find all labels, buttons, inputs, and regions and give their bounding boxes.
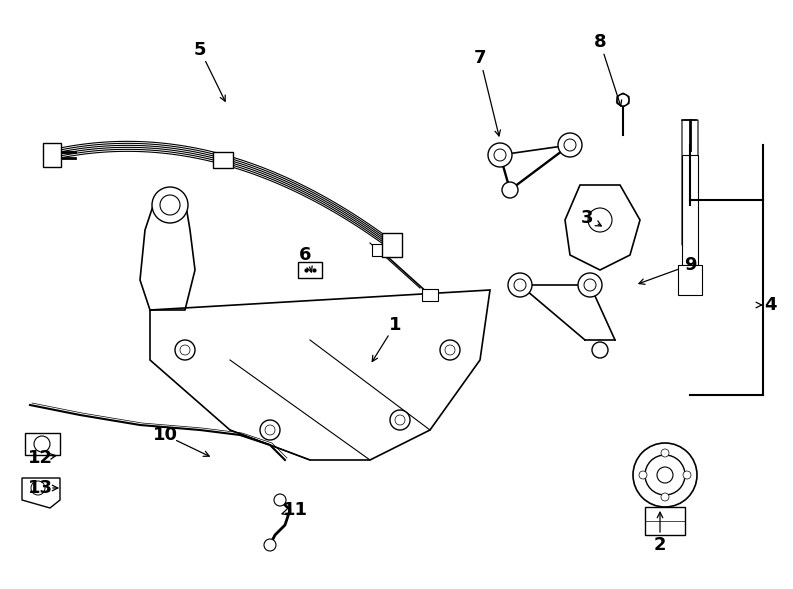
Circle shape — [588, 208, 612, 232]
Circle shape — [390, 410, 410, 430]
Circle shape — [633, 443, 697, 507]
Bar — [25, 433, 60, 455]
Circle shape — [260, 420, 280, 440]
Circle shape — [180, 345, 190, 355]
Circle shape — [34, 436, 50, 452]
Bar — [213, 153, 233, 168]
Circle shape — [445, 345, 455, 355]
Circle shape — [558, 133, 582, 157]
Circle shape — [661, 449, 669, 457]
Circle shape — [152, 187, 188, 223]
Text: 12: 12 — [28, 449, 52, 467]
Text: 5: 5 — [193, 41, 206, 59]
Polygon shape — [520, 285, 615, 360]
Circle shape — [31, 481, 45, 495]
Circle shape — [488, 143, 512, 167]
Circle shape — [502, 182, 518, 198]
Circle shape — [264, 539, 276, 551]
Text: 4: 4 — [764, 296, 776, 314]
Text: 6: 6 — [299, 246, 311, 264]
Bar — [372, 244, 388, 256]
Circle shape — [274, 494, 286, 506]
Circle shape — [657, 467, 673, 483]
Circle shape — [160, 195, 180, 215]
Text: 3: 3 — [580, 209, 593, 227]
Circle shape — [564, 139, 576, 151]
Text: 7: 7 — [473, 49, 486, 67]
Text: 13: 13 — [28, 479, 52, 497]
Circle shape — [578, 273, 602, 297]
Text: 2: 2 — [653, 536, 666, 554]
Bar — [645, 507, 685, 535]
Circle shape — [265, 425, 275, 435]
Bar — [422, 289, 438, 301]
Circle shape — [514, 279, 526, 291]
Circle shape — [508, 273, 532, 297]
Circle shape — [645, 455, 685, 495]
Bar — [382, 233, 402, 257]
Bar — [678, 265, 702, 295]
Bar — [43, 143, 61, 167]
Circle shape — [494, 149, 506, 161]
Circle shape — [661, 493, 669, 501]
Circle shape — [639, 471, 647, 479]
Text: 9: 9 — [684, 256, 696, 274]
Circle shape — [440, 340, 460, 360]
Circle shape — [175, 340, 195, 360]
Text: 11: 11 — [282, 501, 308, 519]
Bar — [682, 155, 698, 265]
Text: 10: 10 — [152, 426, 178, 444]
Circle shape — [617, 94, 629, 106]
Circle shape — [584, 279, 596, 291]
Text: 1: 1 — [389, 316, 401, 334]
Bar — [298, 262, 322, 278]
Circle shape — [683, 471, 691, 479]
Circle shape — [592, 342, 608, 358]
Text: 8: 8 — [594, 33, 607, 51]
Circle shape — [395, 415, 405, 425]
